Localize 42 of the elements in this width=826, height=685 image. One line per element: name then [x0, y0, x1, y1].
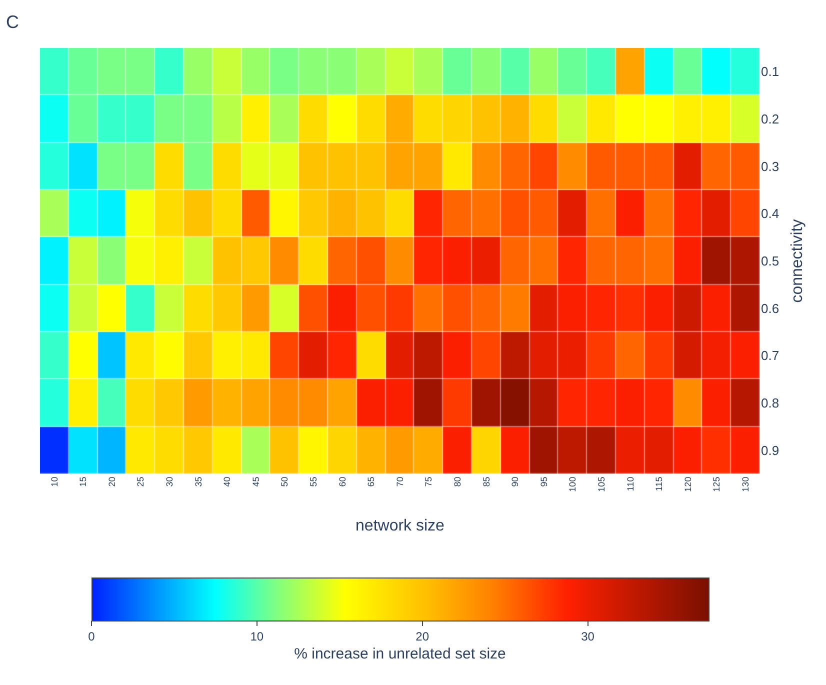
- x-tick-label: 50: [280, 476, 290, 487]
- text: C: [6, 12, 19, 32]
- x-tick-label: 15: [78, 476, 88, 487]
- x-tick-label: 85: [481, 476, 492, 487]
- y-tick-label: 0.8: [761, 396, 780, 411]
- y-tick-label: 0.4: [761, 206, 780, 222]
- color-bar-label: 10: [250, 629, 264, 644]
- x-tick-label: 110: [625, 476, 636, 492]
- x-tick-label: 40: [222, 476, 232, 487]
- y-tick-label: 0.6: [761, 300, 780, 316]
- x-tick-label: 55: [308, 476, 319, 487]
- y-axis-title: connectivity: [788, 219, 806, 303]
- color-bar-title: % increase in unrelated set size: [294, 645, 506, 662]
- x-tick-label: 20: [106, 476, 117, 487]
- x-tick-label: 30: [164, 476, 175, 487]
- x-tick-label: 80: [452, 476, 463, 487]
- x-tick-label: 25: [136, 476, 146, 487]
- x-tick-label: 70: [394, 476, 405, 487]
- color-bar-label: 20: [416, 629, 430, 644]
- x-tick-label: 65: [366, 476, 376, 487]
- x-tick-label: 45: [250, 476, 261, 487]
- x-tick-label: 75: [424, 476, 434, 487]
- x-tick-label: 100: [568, 476, 578, 492]
- x-tick-label: 130: [740, 476, 751, 492]
- y-tick-label: 0.5: [761, 254, 780, 269]
- y-tick-label: 0.1: [761, 64, 780, 80]
- x-tick-label: 115: [654, 476, 664, 492]
- color-bar-label: 0: [88, 629, 96, 644]
- x-tick-label: 90: [510, 476, 520, 487]
- x-tick-label: 10: [49, 476, 60, 487]
- y-tick-label: 0.7: [761, 348, 780, 364]
- x-tick-label: 60: [337, 476, 348, 487]
- x-tick-label: 95: [538, 476, 549, 487]
- x-axis-title: network size: [356, 518, 445, 535]
- y-tick-label: 0.2: [761, 112, 780, 127]
- color-bar-label: 30: [581, 629, 595, 644]
- x-tick-label: 105: [596, 476, 607, 492]
- x-tick-label: 120: [682, 476, 693, 492]
- x-tick-label: 125: [712, 476, 722, 492]
- y-tick-label: 0.3: [761, 158, 780, 174]
- y-tick-label: 0.9: [761, 442, 780, 458]
- x-tick-label: 35: [193, 476, 204, 487]
